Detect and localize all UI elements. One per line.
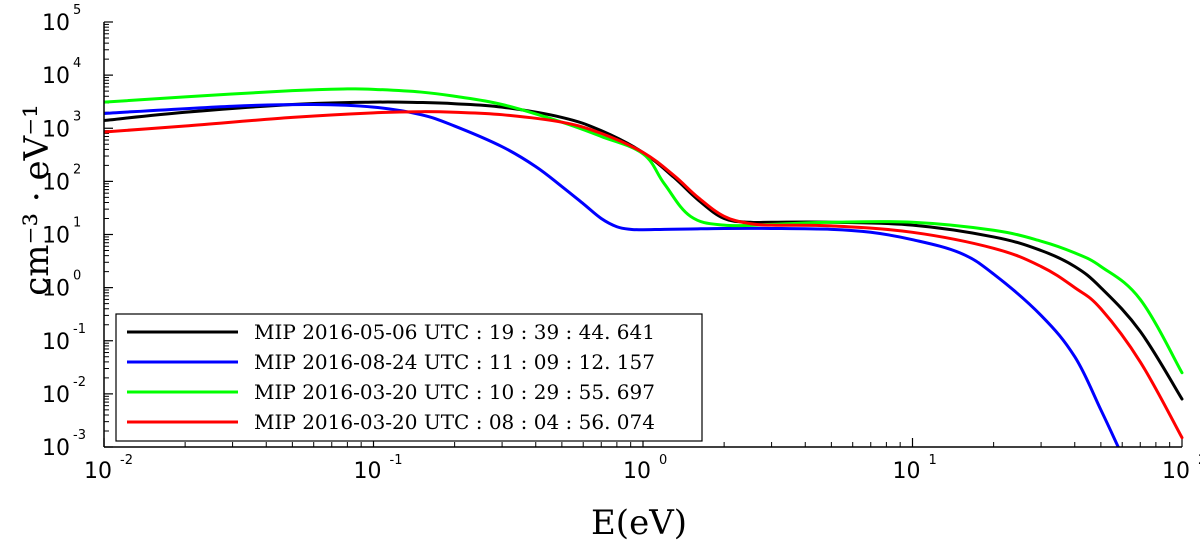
legend-box: [115, 313, 703, 442]
y-tick-exponent: -1: [73, 322, 86, 337]
y-tick-label: 10: [42, 224, 70, 249]
legend: MIP 2016-05-06 UTC : 19 : 39 : 44. 641 MI…: [115, 313, 703, 442]
y-tick-label: 10: [42, 117, 70, 142]
y-tick-exponent: -3: [73, 428, 86, 443]
y-tick-label: 10: [42, 436, 70, 461]
y-tick-exponent: 0: [73, 269, 81, 284]
tick-labels-layer: 10-210-110010110210-310-210-110010110210…: [42, 3, 1200, 484]
series-line-4: [104, 110, 1184, 440]
legend-label-4: MIP 2016-03-20 UTC : 08 : 04 : 56. 074: [254, 410, 655, 434]
y-tick-exponent: 2: [73, 162, 81, 177]
axes-layer: [103, 22, 1182, 448]
x-tick-exponent: 1: [929, 453, 937, 468]
y-tick-label: 10: [42, 330, 70, 355]
x-tick-label: 10: [354, 459, 382, 484]
series-line-1: [104, 100, 1184, 401]
legend-label-1: MIP 2016-05-06 UTC : 19 : 39 : 44. 641: [254, 320, 655, 344]
x-tick-label: 10: [623, 459, 651, 484]
x-axis-title: E(eV): [591, 503, 687, 543]
y-tick-label: 10: [42, 170, 70, 195]
y-tick-label: 10: [42, 277, 70, 302]
series-line-3: [104, 87, 1184, 375]
y-tick-label: 10: [42, 11, 70, 36]
legend-label-3: MIP 2016-03-20 UTC : 10 : 29 : 55. 697: [254, 380, 655, 404]
legend-label-2: MIP 2016-08-24 UTC : 11 : 09 : 12. 157: [254, 350, 655, 374]
y-tick-label: 10: [42, 64, 70, 89]
x-tick-exponent: -1: [390, 453, 403, 468]
series-line-2: [104, 102, 1120, 447]
series-layer: [104, 87, 1184, 447]
x-tick-exponent: 2: [1198, 453, 1200, 468]
x-tick-label: 10: [1162, 459, 1190, 484]
y-tick-exponent: 5: [73, 3, 81, 18]
y-tick-exponent: 4: [73, 56, 81, 71]
y-axis-title: cm⁻³ · eV⁻¹: [17, 104, 57, 296]
x-tick-exponent: -2: [120, 453, 133, 468]
y-tick-exponent: 3: [73, 109, 81, 124]
x-tick-label: 10: [84, 459, 112, 484]
x-tick-exponent: 0: [659, 453, 667, 468]
y-tick-label: 10: [42, 383, 70, 408]
y-tick-exponent: -2: [73, 375, 86, 390]
y-tick-exponent: 1: [73, 216, 81, 231]
x-tick-label: 10: [893, 459, 921, 484]
